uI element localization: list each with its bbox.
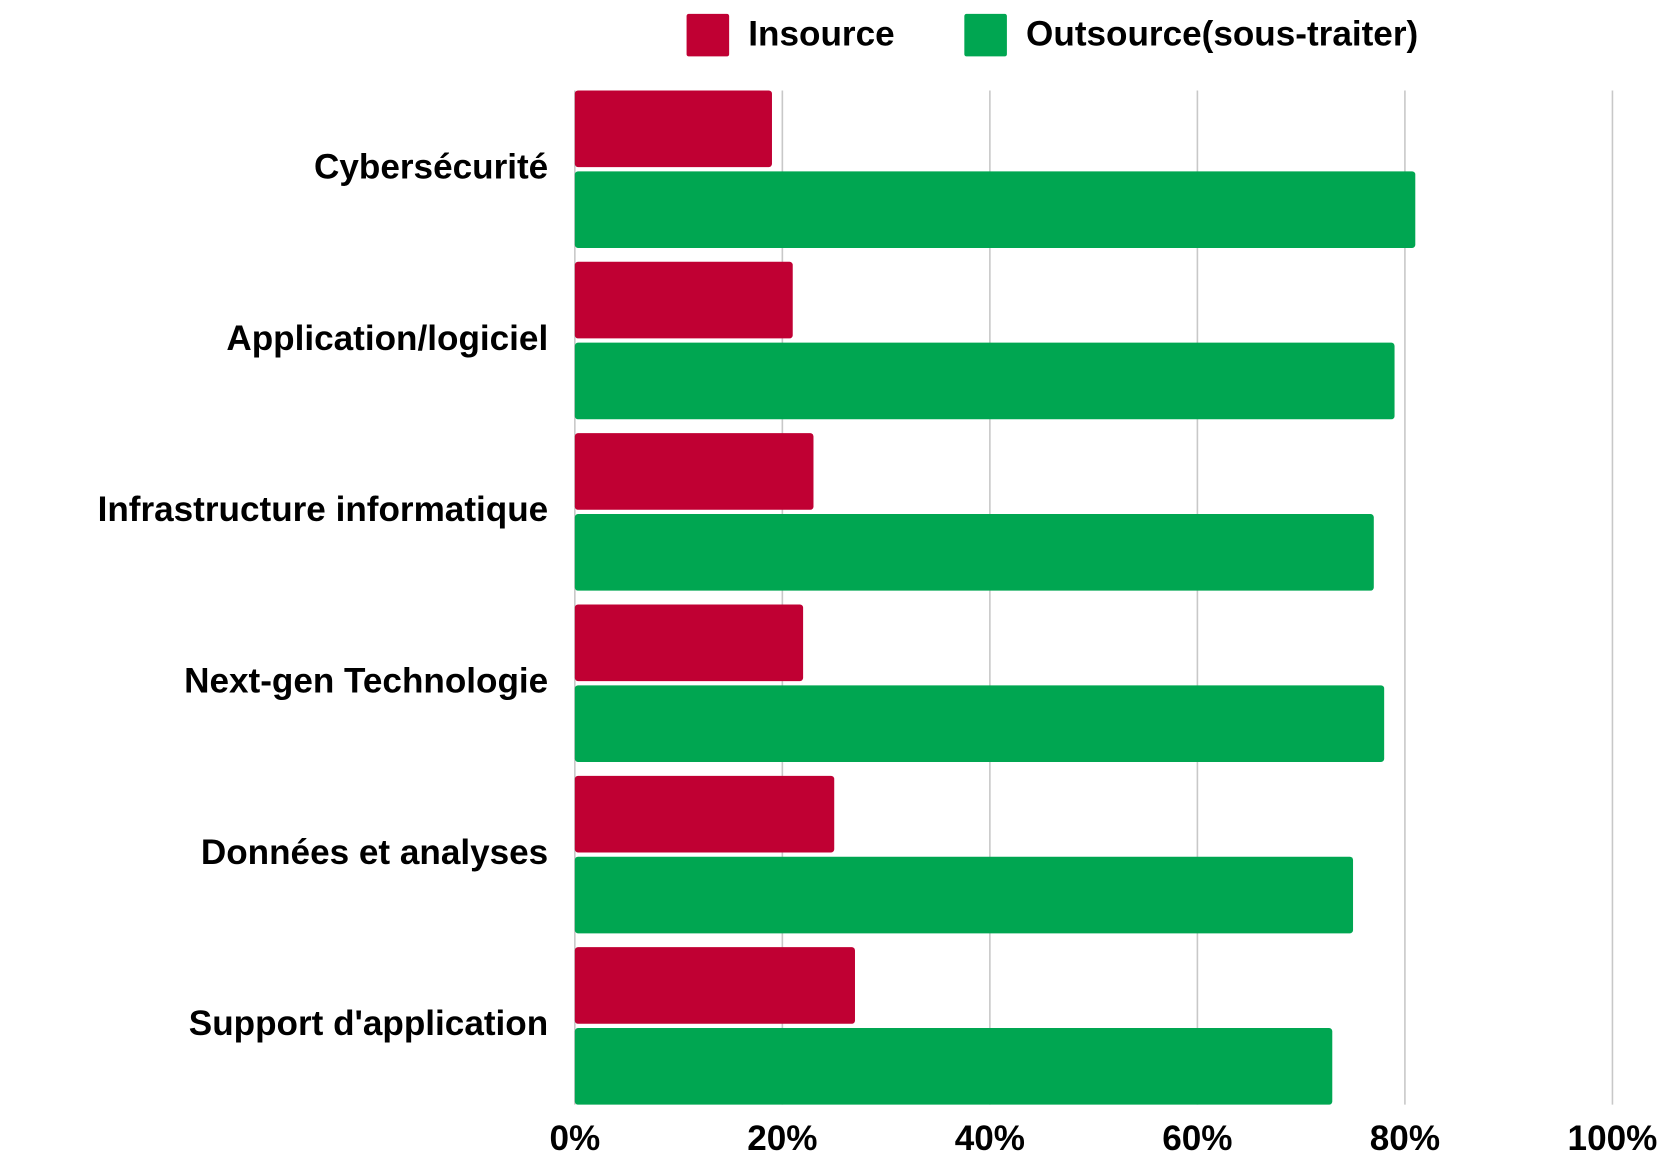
legend-label: Outsource(sous-traiter) — [1026, 14, 1418, 53]
bar — [574, 342, 1395, 420]
y-tick-label: Données et analyses — [201, 833, 548, 872]
bar — [574, 514, 1374, 591]
x-tick-label: 60% — [1162, 1119, 1232, 1158]
y-tick-label: Application/logiciel — [226, 319, 548, 358]
legend-swatch — [686, 13, 730, 57]
x-tick-label: 20% — [747, 1119, 817, 1158]
bar — [574, 1028, 1333, 1105]
bar — [574, 261, 793, 339]
legend-label: Insource — [748, 14, 894, 53]
x-tick-label: 0% — [549, 1119, 600, 1158]
bar — [574, 685, 1385, 762]
bar — [574, 947, 855, 1024]
bar — [574, 856, 1354, 934]
y-tick-label: Support d'application — [189, 1004, 548, 1043]
y-tick-label: Next-gen Technologie — [184, 662, 548, 701]
x-tick-label: 100% — [1568, 1119, 1658, 1158]
bar — [574, 604, 804, 682]
x-tick-label: 40% — [955, 1119, 1025, 1158]
bar — [574, 433, 814, 510]
y-tick-label: Cybersécurité — [314, 147, 548, 186]
bar — [574, 775, 835, 853]
bar — [574, 90, 772, 168]
bar — [574, 171, 1416, 248]
x-tick-label: 80% — [1370, 1119, 1440, 1158]
legend-swatch — [964, 13, 1007, 57]
y-tick-label: Infrastructure informatique — [98, 490, 549, 529]
